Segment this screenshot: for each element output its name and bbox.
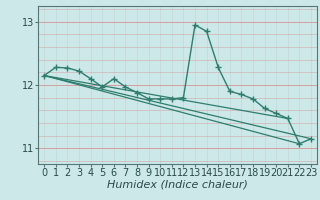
X-axis label: Humidex (Indice chaleur): Humidex (Indice chaleur) (107, 180, 248, 190)
